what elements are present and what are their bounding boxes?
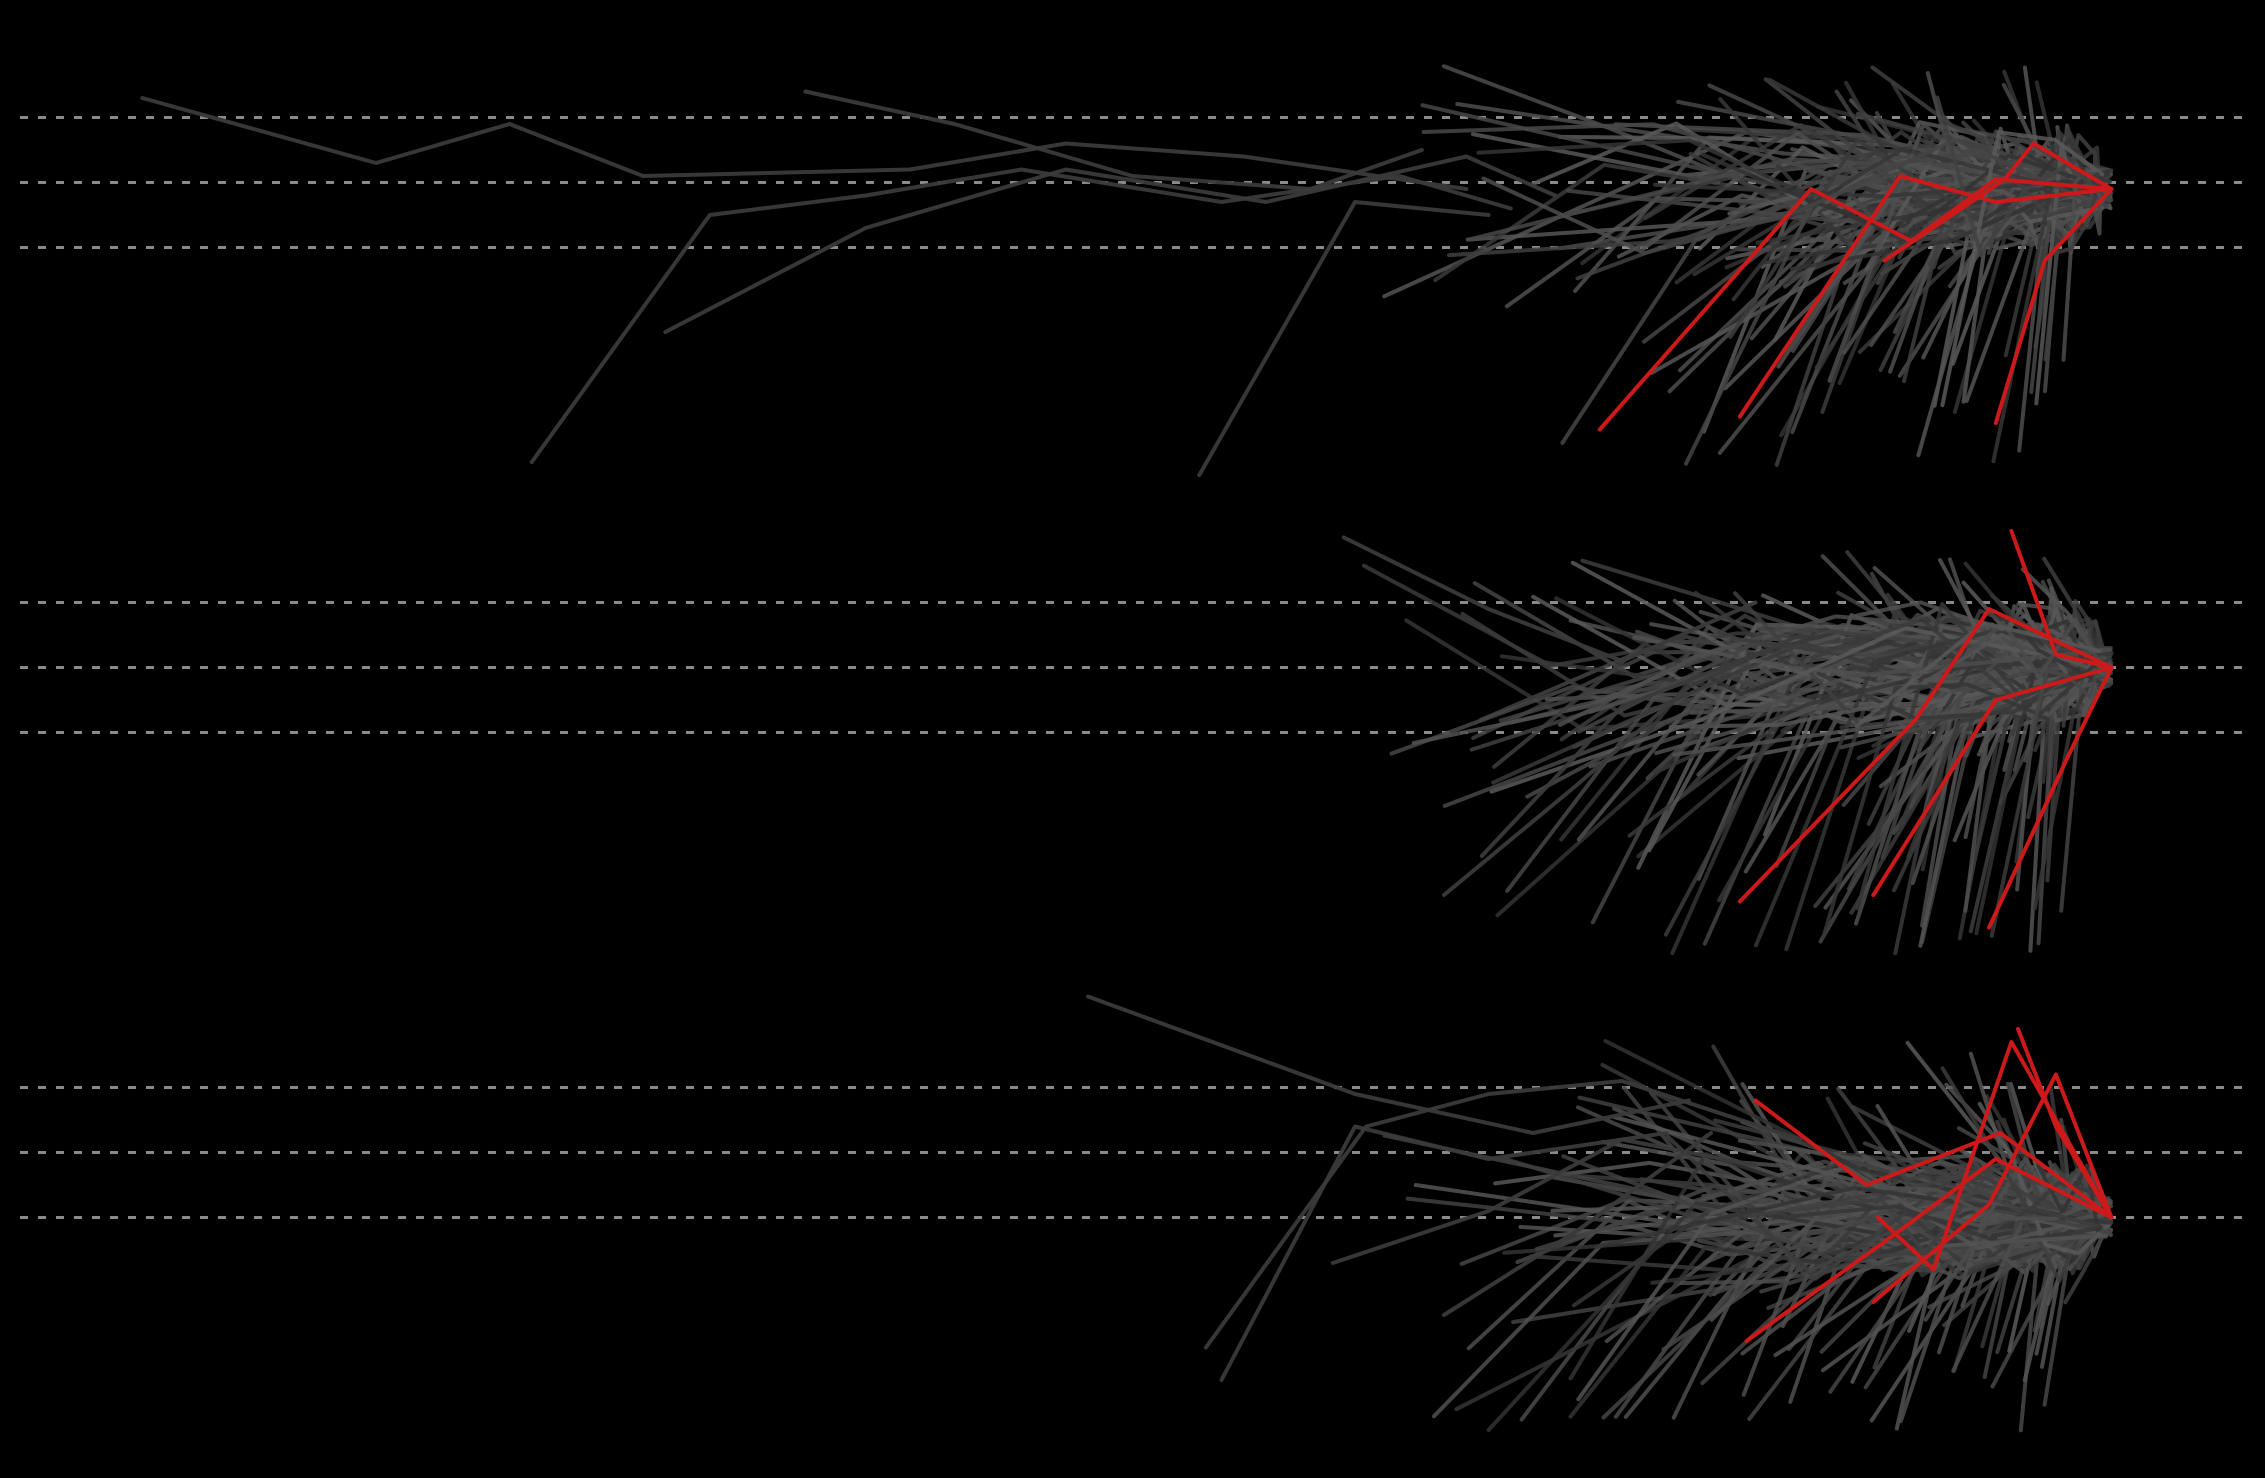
- panel-3-long-trace-4: [1330, 1137, 1758, 1265]
- panel-3-highlight-h3: [1871, 1072, 2114, 1304]
- panel-1-long-trace-1: [140, 96, 1469, 191]
- panel-2-background-traces: [1341, 535, 2114, 956]
- panel-2-highlight-traces: [1737, 529, 2114, 930]
- panel-1-long-trace-2: [529, 167, 1513, 464]
- panel-1-highlight-traces: [1597, 141, 2114, 432]
- panel-1-long-trace-4: [803, 89, 1424, 191]
- panel-1-trace-165: [1855, 111, 2111, 218]
- panel-1-highlight-h4: [1993, 187, 2114, 425]
- panel-3-long-trace-5: [1442, 1131, 1713, 1317]
- panel-3-trace-187: [2003, 1180, 2106, 1227]
- panel-3-long-trace-3: [1086, 994, 1691, 1135]
- panel-1-trace-168: [1641, 137, 2100, 256]
- panel-3-trace-165: [1603, 1039, 2104, 1227]
- panel-2-highlight-h3: [1987, 665, 2114, 930]
- panel-2-trace-183: [1855, 602, 2098, 911]
- panel-3-trace-175: [1503, 1156, 2107, 1232]
- panel-3-highlight-h5: [2016, 1027, 2114, 1220]
- panel-2-trace-165: [1570, 560, 2101, 705]
- panel-2-trace-185: [1489, 626, 2114, 794]
- panel-3-highlight-h4: [1875, 1040, 2114, 1272]
- panel-3-highlight-traces: [1744, 1027, 2114, 1343]
- panel-2-long-trace-2: [1442, 633, 1802, 897]
- panel-3-trace-190: [1940, 1066, 2100, 1228]
- panel-2-highlight-h4: [2009, 529, 2114, 670]
- panel-1-trace-169: [2048, 172, 2100, 257]
- panel-2-trace-195: [1821, 659, 2102, 939]
- panel-3-trace-179: [1977, 1101, 2112, 1256]
- panel-3: [20, 994, 2245, 1433]
- panel-3-trace-189: [1876, 1185, 2107, 1221]
- panel-1-trace-161: [1653, 176, 2105, 199]
- panel-2-long-trace-1: [1341, 535, 1758, 663]
- panel-1-trace-159: [1982, 137, 2096, 222]
- panel-3-highlight-h2: [1753, 1098, 2114, 1220]
- panel-2-trace-198: [1965, 617, 2111, 682]
- panel-2-trace-200: [2023, 667, 2100, 763]
- panel-3-trace-184: [1862, 1141, 2112, 1235]
- panel-3-highlight-h1: [1744, 1157, 2114, 1343]
- panel-1-trace-163: [1700, 152, 2099, 239]
- panel-1-highlight-h3: [1882, 141, 2114, 263]
- panel-1-long-trace-5: [1197, 200, 1491, 477]
- panel-2-trace-196: [1588, 647, 2112, 769]
- panel-1-highlight-h2: [1737, 174, 2114, 419]
- panel-1-trace-143: [1421, 122, 2112, 202]
- panel-2: [20, 529, 2245, 956]
- panel-3-long-trace-2: [1219, 1124, 1669, 1382]
- panel-1-trace-167: [2061, 169, 2103, 362]
- panel-1: [20, 64, 2245, 477]
- panel-1-trace-166: [1940, 130, 2105, 408]
- panel-2-long-trace-3: [1479, 652, 1758, 858]
- panel-2-trace-197: [1963, 561, 2105, 686]
- panel-1-long-trace-3: [663, 154, 1558, 334]
- panel-2-highlight-h2: [1871, 665, 2114, 897]
